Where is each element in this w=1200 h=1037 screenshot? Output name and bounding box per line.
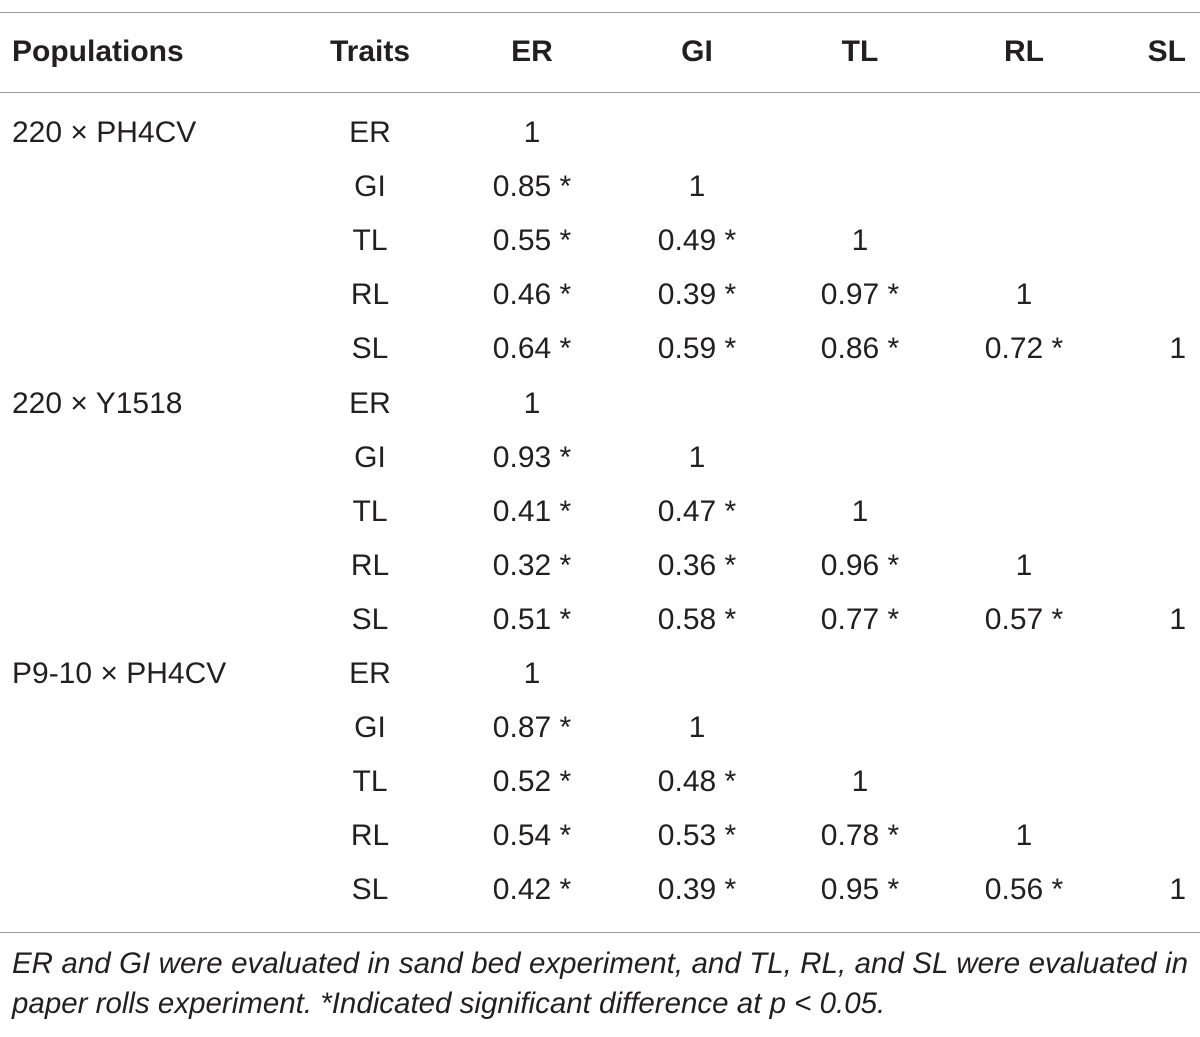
correlation-value: 0.49 * — [657, 224, 737, 258]
trait-label: SL — [351, 332, 389, 366]
correlation-value: 0.72 * — [984, 332, 1064, 366]
correlation-value: 1 — [688, 711, 706, 745]
trait-label: SL — [351, 602, 389, 636]
column-header: GI — [681, 35, 713, 68]
top-rule — [0, 12, 1200, 13]
correlation-value: 0.39 * — [657, 873, 737, 907]
correlation-value: 0.36 * — [657, 548, 737, 582]
correlation-value: 0.54 * — [492, 819, 572, 853]
correlation-value: 0.78 * — [820, 819, 900, 853]
trait-label: RL — [350, 819, 390, 853]
correlation-value: 0.96 * — [820, 548, 900, 582]
trait-label: RL — [350, 548, 390, 582]
trait-label: ER — [349, 386, 391, 420]
correlation-value: 0.95 * — [820, 873, 900, 907]
correlation-value: 0.56 * — [984, 873, 1064, 907]
correlation-value: 0.93 * — [492, 440, 572, 474]
correlation-value: 0.97 * — [820, 278, 900, 312]
correlation-value: 0.39 * — [657, 278, 737, 312]
correlation-value: 1 — [1015, 278, 1033, 312]
correlation-value: 0.86 * — [820, 332, 900, 366]
correlation-value: 0.32 * — [492, 548, 572, 582]
correlation-value: 0.57 * — [984, 602, 1064, 636]
column-header: TL — [841, 35, 879, 68]
correlation-value: 0.52 * — [492, 765, 572, 799]
correlation-value: 1 — [851, 224, 869, 258]
correlation-value: 0.41 * — [492, 494, 572, 528]
correlation-value: 0.51 * — [492, 602, 572, 636]
correlation-value: 0.77 * — [820, 602, 900, 636]
correlation-value: 0.42 * — [492, 873, 572, 907]
correlation-value: 1 — [1015, 819, 1033, 853]
correlation-value: 0.53 * — [657, 819, 737, 853]
trait-label: RL — [350, 278, 390, 312]
correlation-value: 1 — [523, 657, 541, 690]
trait-label: GI — [354, 440, 386, 474]
population-label: 220 × Y1518 — [12, 386, 183, 420]
trait-label: GI — [354, 170, 386, 204]
bottom-rule — [0, 932, 1200, 933]
correlation-value: 1 — [523, 116, 541, 149]
trait-label: TL — [352, 765, 388, 799]
column-header: SL — [1147, 35, 1186, 68]
correlation-value: 0.46 * — [492, 278, 572, 312]
correlation-value: 0.85 * — [492, 170, 572, 204]
footnote: ER and GI were evaluated in sand bed exp… — [12, 947, 1188, 1020]
correlation-value: 0.64 * — [492, 332, 572, 366]
correlation-value: 0.59 * — [657, 332, 737, 366]
column-header: ER — [511, 35, 553, 68]
trait-label: GI — [354, 711, 386, 745]
correlation-value: 1 — [1169, 332, 1186, 366]
correlation-value: 1 — [851, 494, 869, 528]
correlation-value: 0.58 * — [657, 602, 737, 636]
trait-label: ER — [349, 657, 391, 690]
trait-label: TL — [352, 224, 388, 258]
trait-label: ER — [349, 116, 391, 149]
column-header: Populations — [12, 35, 184, 68]
correlation-value: 1 — [523, 386, 541, 420]
correlation-value: 0.55 * — [492, 224, 572, 258]
correlation-value: 1 — [1169, 602, 1186, 636]
correlation-value: 1 — [688, 170, 706, 204]
correlation-value: 1 — [1015, 548, 1033, 582]
population-label: 220 × PH4CV — [12, 116, 197, 149]
column-header: RL — [1004, 35, 1044, 68]
column-header: Traits — [329, 35, 411, 68]
correlation-value: 0.47 * — [657, 494, 737, 528]
correlation-value: 1 — [851, 765, 869, 799]
population-label: P9-10 × PH4CV — [12, 657, 227, 690]
header-rule — [0, 92, 1200, 93]
trait-label: TL — [352, 494, 388, 528]
correlation-value: 1 — [688, 440, 706, 474]
correlation-value: 1 — [1169, 873, 1186, 907]
trait-label: SL — [351, 873, 389, 907]
correlation-value: 0.48 * — [657, 765, 737, 799]
correlation-value: 0.87 * — [492, 711, 572, 745]
